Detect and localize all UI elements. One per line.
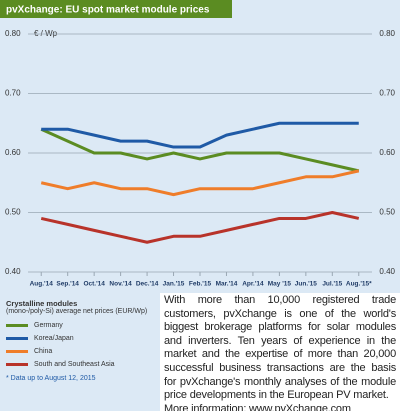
x-tick-label: Aug.'15* — [346, 281, 372, 288]
legend-subtitle: (mono-/poly-Si) average net prices (EUR/… — [6, 308, 148, 315]
series-line — [40, 169, 360, 197]
footnote: * Data up to August 12, 2015 — [6, 375, 96, 382]
legend-swatch — [6, 363, 28, 366]
y-tick-label-right: 0.70 — [379, 89, 395, 98]
x-tick-label: May '15 — [268, 281, 292, 288]
legend-swatch — [6, 337, 28, 340]
legend-item: Korea/Japan — [6, 332, 154, 345]
legend-label: China — [34, 348, 53, 355]
x-tick-label: Aug.'14 — [30, 281, 54, 288]
y-tick-label: 0.80 — [5, 29, 21, 38]
y-tick-label: 0.60 — [5, 148, 21, 157]
x-tick-label: Oct.'14 — [83, 281, 105, 288]
x-tick-label: Sep.'14 — [56, 281, 79, 288]
paragraph: With more than 10,000 registered trade c… — [164, 294, 396, 402]
legend-item: China — [6, 345, 154, 358]
legend: Crystalline modules (mono-/poly-Si) aver… — [0, 293, 160, 411]
x-tick-label: Jul.'15 — [322, 281, 342, 288]
y-tick-label-right: 0.60 — [379, 148, 395, 157]
series-line — [40, 211, 360, 244]
legend-label: Korea/Japan — [34, 335, 74, 342]
x-tick-label: Apr.'14 — [242, 281, 264, 288]
more-info: More information: www.pvXchange.com — [164, 402, 351, 411]
series-line — [40, 127, 360, 173]
y-tick-label: 0.50 — [5, 208, 21, 217]
legend-item: Germany — [6, 319, 154, 332]
legend-label: South and Southeast Asia — [34, 361, 115, 368]
legend-label: Germany — [34, 322, 63, 329]
x-tick-label: Dec.'14 — [136, 281, 159, 288]
x-tick-label: Jun.'15 — [295, 281, 318, 288]
x-tick-label: Feb.'15 — [189, 281, 212, 288]
series-line — [41, 121, 359, 149]
y-tick-label-right: 0.50 — [379, 208, 395, 217]
legend-title: Crystalline modules — [6, 299, 78, 308]
x-tick-label: Mar.'14 — [216, 281, 238, 288]
chart-title: pvXchange: EU spot market module prices — [6, 5, 210, 16]
info-text: With more than 10,000 registered trade c… — [164, 294, 396, 411]
y-tick-label: 0.40 — [5, 267, 21, 276]
y-tick-label-right: 0.80 — [379, 29, 395, 38]
title-bar — [0, 0, 232, 18]
y-tick-label: 0.70 — [5, 89, 21, 98]
y-tick-label-right: 0.40 — [379, 267, 395, 276]
legend-swatch — [6, 324, 28, 327]
legend-swatch — [6, 350, 28, 353]
x-tick-label: Jan.'15 — [163, 281, 185, 288]
x-tick-label: Nov.'14 — [109, 281, 132, 288]
chart: pvXchange: EU spot market module prices … — [0, 0, 400, 293]
legend-items: Germany Korea/Japan China South and Southea… — [6, 319, 154, 371]
legend-item: South and Southeast Asia — [6, 358, 154, 371]
